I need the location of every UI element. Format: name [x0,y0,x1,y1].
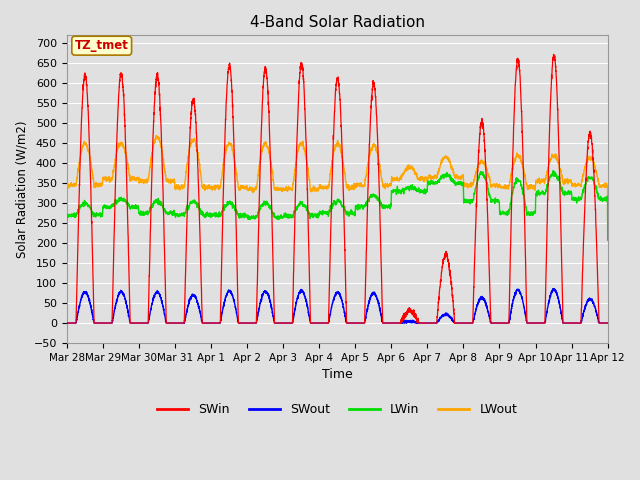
Text: TZ_tmet: TZ_tmet [75,39,129,52]
Legend: SWin, SWout, LWin, LWout: SWin, SWout, LWin, LWout [152,398,522,421]
X-axis label: Time: Time [322,368,353,381]
Y-axis label: Solar Radiation (W/m2): Solar Radiation (W/m2) [15,120,28,258]
Title: 4-Band Solar Radiation: 4-Band Solar Radiation [250,15,425,30]
